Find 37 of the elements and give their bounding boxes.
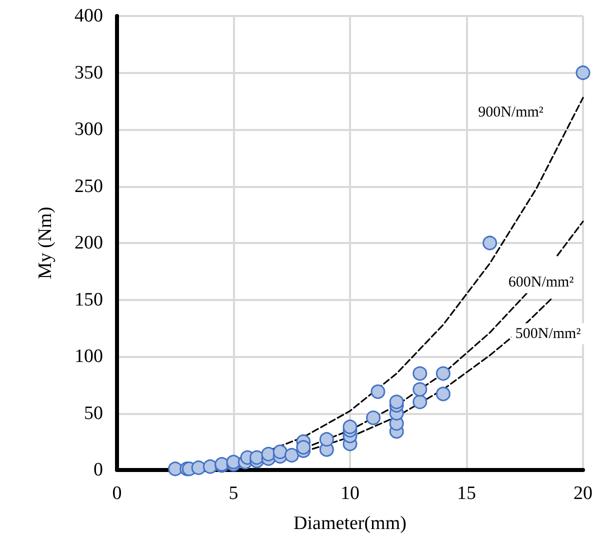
x-tick-label: 15 xyxy=(457,483,476,504)
y-tick-label: 350 xyxy=(74,62,103,84)
x-tick-label: 20 xyxy=(574,483,592,504)
point xyxy=(389,394,404,410)
series-label: 500N/mm² xyxy=(515,326,582,342)
point xyxy=(412,394,428,410)
point xyxy=(412,382,428,397)
x-tick-label: 0 xyxy=(112,483,122,504)
point xyxy=(202,459,218,474)
point xyxy=(296,440,311,455)
point xyxy=(191,460,206,475)
y-axis-title: My (Nm) xyxy=(35,206,56,280)
y-tick-label: 400 xyxy=(74,6,103,26)
point xyxy=(342,420,358,434)
point xyxy=(412,366,428,381)
series-label: 600N/mm² xyxy=(508,274,574,291)
point xyxy=(168,462,182,476)
y-tick-label: 250 xyxy=(74,176,103,197)
point xyxy=(272,444,288,460)
point xyxy=(482,236,498,250)
point xyxy=(436,366,450,381)
x-tick-label: 10 xyxy=(340,483,360,504)
point xyxy=(436,386,450,402)
y-tick-label: 50 xyxy=(84,402,103,424)
y-tick-label: 200 xyxy=(74,232,103,254)
x-axis-title: Diameter(mm) xyxy=(294,513,406,534)
series-label: 900N/mm² xyxy=(478,104,544,120)
y-tick-label: 100 xyxy=(74,346,103,367)
point xyxy=(366,410,381,426)
point xyxy=(576,66,590,80)
point xyxy=(319,432,334,447)
y-tick-label: 150 xyxy=(74,289,103,310)
point xyxy=(284,448,299,462)
y-tick-label: 0 xyxy=(94,460,103,480)
y-tick-label: 300 xyxy=(74,119,103,140)
x-tick-label: 5 xyxy=(228,483,238,504)
point xyxy=(370,384,386,399)
